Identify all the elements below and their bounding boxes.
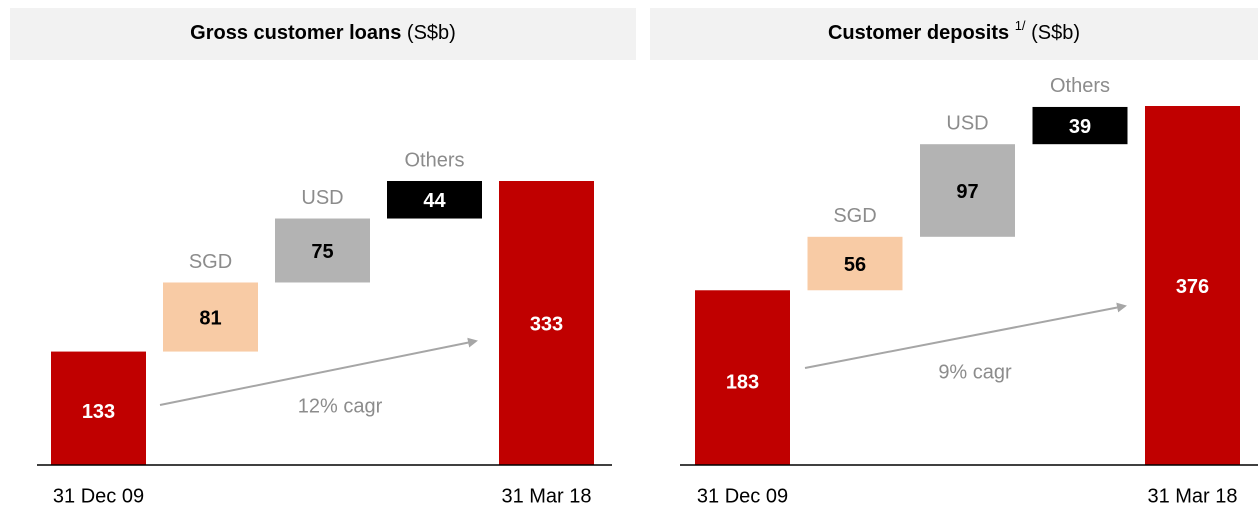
bar <box>1032 106 1128 145</box>
bar <box>1145 106 1240 465</box>
category-label: USD <box>301 187 343 209</box>
value-label: 376 <box>1176 276 1209 298</box>
cagr-arrow <box>159 337 478 406</box>
bar <box>163 282 258 352</box>
category-label: SGD <box>189 251 232 273</box>
x-label: 31 Dec 09 <box>53 485 144 507</box>
bar <box>695 290 790 465</box>
bar <box>499 181 594 465</box>
value-label: 333 <box>530 313 563 335</box>
x-label: 31 Mar 18 <box>1147 485 1237 507</box>
header-panel <box>10 8 636 60</box>
bar <box>920 144 1015 237</box>
value-label: 133 <box>82 401 115 423</box>
value-label: 81 <box>199 307 221 329</box>
category-label: SGD <box>833 205 876 227</box>
value-label: 39 <box>1069 116 1091 138</box>
value-label: 44 <box>423 190 446 212</box>
bar <box>807 236 903 291</box>
value-label: 75 <box>311 241 333 263</box>
chart-title: Gross customer loans (S$b) <box>190 22 456 44</box>
category-label: USD <box>946 112 988 134</box>
bar <box>51 351 146 465</box>
annotation: 12% cagr <box>298 395 383 417</box>
bar <box>387 181 482 219</box>
category-label: Others <box>404 149 464 171</box>
value-label: 97 <box>956 181 978 203</box>
annotation: 9% cagr <box>938 361 1012 383</box>
bar <box>275 218 370 283</box>
value-label: 183 <box>726 371 759 393</box>
header-panel <box>650 8 1258 60</box>
value-label: 56 <box>844 254 866 276</box>
x-label: 31 Mar 18 <box>501 485 591 507</box>
cagr-arrow <box>804 302 1127 369</box>
chart-title: Customer deposits 1/ (S$b) <box>828 18 1080 44</box>
category-label: Others <box>1050 75 1110 97</box>
x-label: 31 Dec 09 <box>697 485 788 507</box>
